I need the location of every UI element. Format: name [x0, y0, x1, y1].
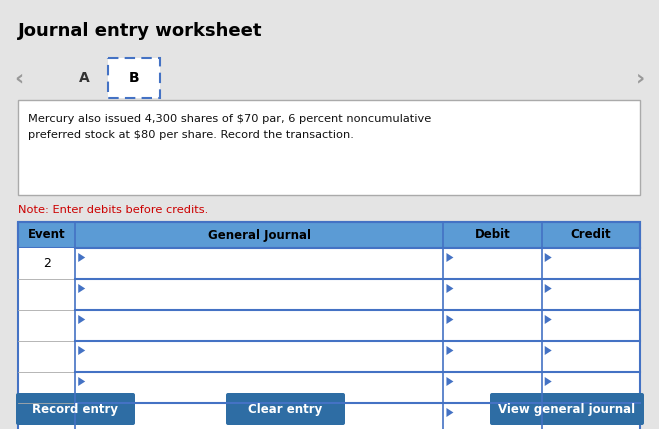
Polygon shape	[545, 346, 552, 355]
Bar	[18, 222, 640, 248]
Text: ›: ›	[636, 68, 645, 88]
Text: B: B	[129, 71, 139, 85]
Bar	[18, 372, 640, 403]
FancyBboxPatch shape	[226, 393, 345, 425]
Text: Event: Event	[28, 229, 65, 242]
Polygon shape	[446, 377, 453, 386]
Bar	[18, 310, 640, 341]
Polygon shape	[78, 284, 85, 293]
Polygon shape	[78, 408, 85, 417]
Text: Note: Enter debits before credits.: Note: Enter debits before credits.	[18, 205, 208, 215]
Polygon shape	[545, 408, 552, 417]
Polygon shape	[446, 346, 453, 355]
Text: ‹: ‹	[14, 68, 23, 88]
Bar	[108, 58, 160, 98]
Polygon shape	[78, 377, 85, 386]
Text: Journal entry worksheet: Journal entry worksheet	[18, 22, 262, 40]
FancyBboxPatch shape	[16, 393, 135, 425]
Polygon shape	[446, 284, 453, 293]
Polygon shape	[446, 408, 453, 417]
Polygon shape	[545, 377, 552, 386]
Text: Record entry: Record entry	[32, 402, 119, 416]
FancyBboxPatch shape	[490, 393, 644, 425]
Text: A: A	[78, 71, 90, 85]
Polygon shape	[545, 315, 552, 324]
Polygon shape	[545, 284, 552, 293]
Bar	[18, 279, 640, 310]
Polygon shape	[545, 253, 552, 262]
Bar	[18, 403, 640, 429]
Text: General Journal: General Journal	[208, 229, 311, 242]
Bar	[18, 248, 640, 279]
Bar	[18, 341, 640, 372]
Text: View general journal: View general journal	[498, 402, 635, 416]
Polygon shape	[446, 315, 453, 324]
Bar	[18, 222, 640, 429]
Bar	[18, 100, 640, 195]
Text: 2: 2	[43, 257, 51, 270]
Text: Mercury also issued 4,300 shares of $70 par, 6 percent noncumulative
preferred s: Mercury also issued 4,300 shares of $70 …	[28, 114, 431, 139]
Polygon shape	[78, 315, 85, 324]
Polygon shape	[446, 253, 453, 262]
Text: Debit: Debit	[474, 229, 511, 242]
Text: Clear entry: Clear entry	[248, 402, 323, 416]
Polygon shape	[78, 346, 85, 355]
Polygon shape	[78, 253, 85, 262]
Text: Credit: Credit	[571, 229, 611, 242]
